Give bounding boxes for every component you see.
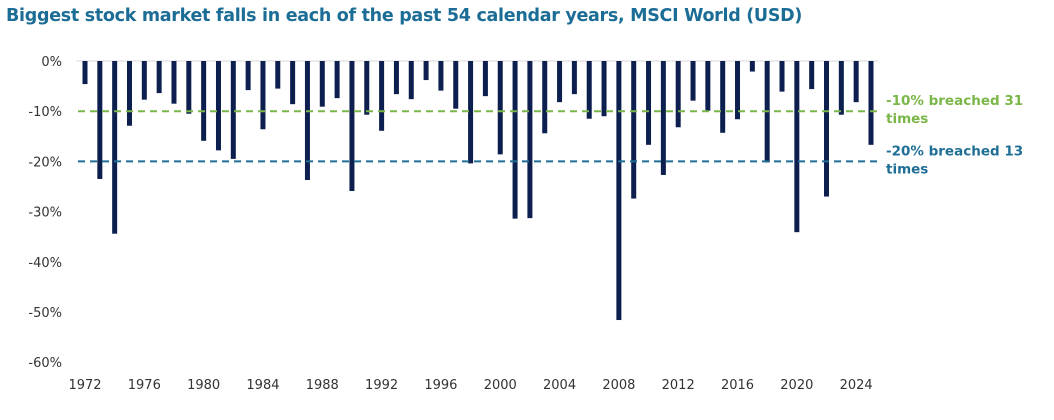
bar-2022 [824,61,829,197]
bar-2013 [690,61,696,101]
y-tick-label: -60% [28,356,62,371]
bar-2000 [497,61,503,155]
bar-2019 [779,61,785,92]
bar-1998 [468,61,474,164]
x-tick-label: 1980 [187,378,220,393]
bar-1985 [275,61,281,89]
bar-2009 [631,61,637,199]
bar-2001 [512,61,518,219]
bar-1975 [126,61,132,126]
x-tick-label: 2020 [780,378,813,393]
x-tick-label: 1972 [68,378,101,393]
bar-1986 [290,61,296,105]
x-tick-label: 2012 [662,378,695,393]
bar-2007 [601,61,607,117]
bar-2021 [809,61,815,90]
bar-2020 [794,61,800,233]
bar-2006 [586,61,592,119]
bar-2003 [542,61,548,134]
bar-1993 [393,61,399,95]
bar-1987 [304,61,310,180]
bar-1994 [408,61,414,100]
bar-1979 [186,61,192,114]
bar-1973 [97,61,103,179]
bar-1974 [112,61,118,234]
x-tick-label: 2004 [543,378,576,393]
x-tick-label: 1988 [306,378,339,393]
bar-1981 [215,61,221,151]
bar-1990 [349,61,355,192]
y-tick-label: 0% [41,55,62,70]
bar-2016 [735,61,741,120]
bar-2014 [705,61,711,111]
bar-1977 [156,61,162,94]
reference-label: -20% breached 13 [886,143,1023,159]
bar-1992 [379,61,385,131]
x-tick-label: 2008 [602,378,635,393]
bar-2015 [720,61,726,133]
y-tick-label: -50% [28,306,62,321]
bar-2023 [838,61,844,115]
bar-1982 [230,61,236,159]
x-tick-label: 2000 [484,378,517,393]
bar-2010 [646,61,652,145]
y-tick-label: -40% [28,256,62,271]
reference-label: times [886,161,928,177]
y-tick-label: -10% [28,105,62,120]
bar-1999 [482,61,488,97]
bar-2005 [571,61,577,95]
chart-title: Biggest stock market falls in each of th… [6,6,803,26]
bar-2002 [527,61,533,219]
bar-2008 [616,61,622,321]
bar-1995 [423,61,429,81]
bar-1983 [245,61,251,91]
x-tick-label: 2024 [840,378,873,393]
bar-1976 [141,61,147,100]
bar-1984 [260,61,266,130]
bar-1972 [82,61,88,85]
bar-2017 [749,61,755,72]
y-tick-label: -20% [28,155,62,170]
bar-1988 [319,61,325,107]
bar-2012 [675,61,681,128]
x-tick-label: 2016 [721,378,754,393]
bar-1978 [171,61,177,104]
bar-2011 [660,61,666,175]
bar-1991 [364,61,370,115]
reference-label: times [886,111,928,127]
bar-2025 [868,61,874,145]
x-tick-label: 1984 [246,378,279,393]
bar-2024 [853,61,859,103]
bar-2004 [557,61,563,103]
x-tick-label: 1992 [365,378,398,393]
bar-1997 [453,61,459,109]
x-tick-label: 1996 [424,378,457,393]
bar-1996 [438,61,444,91]
bar-1980 [201,61,207,141]
bar-1989 [334,61,340,99]
reference-label: -10% breached 31 [886,93,1023,109]
y-tick-label: -30% [28,206,62,221]
x-tick-label: 1976 [128,378,161,393]
